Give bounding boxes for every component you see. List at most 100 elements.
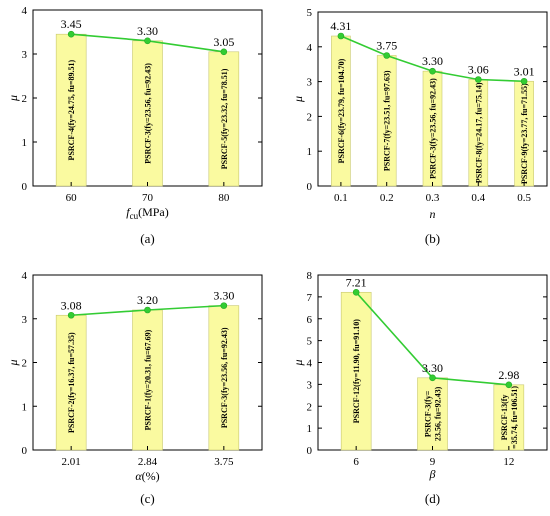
value-label: 3.30	[422, 54, 443, 68]
y-tick-label: 5	[307, 7, 313, 19]
bar-label: PSRCF-5(fy=23.32, fu=78.51)	[220, 68, 229, 169]
value-label: 3.05	[213, 35, 234, 49]
y-tick-label: 3	[22, 314, 28, 326]
y-tick-label: 5	[307, 336, 313, 348]
bar-label: PSRCF-12(fy=11.90, fu=91.10)	[352, 319, 361, 424]
bar-label: PSRCF-9(fy=23.77, fu=71.55)	[520, 83, 529, 184]
panel-label: (b)	[425, 231, 440, 246]
bar-label-line: PSRCF-12(fy=11.90, fu=91.10)	[352, 319, 361, 424]
data-point	[220, 302, 228, 309]
x-axis-label: β	[429, 467, 436, 481]
y-tick-label: 1	[22, 137, 28, 149]
y-tick-label: 3	[307, 379, 313, 391]
y-axis-label: μ	[6, 359, 20, 366]
bar-label: PSRCF-2(fy=16.37, fu=57.35)	[67, 332, 76, 433]
y-axis-label: μ	[291, 359, 305, 366]
y-tick-label: 2	[22, 358, 28, 370]
bar-label: PSRCF-3(fy=23.56, fu=92.43)	[424, 386, 443, 441]
x-tick-label: 9	[430, 456, 436, 468]
y-tick-label: 8	[307, 270, 313, 282]
data-point	[337, 32, 345, 40]
y-tick-label: 1	[307, 146, 313, 158]
x-tick-label: 0.5	[517, 192, 531, 204]
y-tick-label: 4	[307, 42, 313, 54]
value-label: 3.30	[137, 24, 158, 38]
bar-label-line: =35.74, fu=106.51)	[510, 386, 519, 449]
bar	[132, 309, 163, 451]
bar-label: PSRCF-1(fy=20.31, fu=67.69)	[144, 329, 153, 430]
chart-panel-1: 0 1 2 3 4 μ 60 PSRCF-4(fy=24.75, fu=89.51) 70 PSR…	[6, 5, 263, 246]
data-point	[67, 311, 75, 319]
x-axis-label-unit: (MPa)	[138, 205, 169, 219]
bar-label-line: PSRCF-13(fy	[500, 395, 509, 441]
data-point	[505, 381, 513, 389]
bar	[132, 40, 163, 187]
chart-panel-3: 0 1 2 3 4 μ 2.01 PSRCF-2(fy=16.37, fu=57.35) 2.8…	[6, 270, 263, 506]
bar	[493, 384, 525, 451]
bar-label-line: 23.56, fu=92.43)	[434, 386, 443, 441]
x-tick-label: 12	[503, 456, 514, 468]
x-axis-label-unit: (%)	[142, 469, 160, 483]
x-tick-label: 0.1	[334, 192, 348, 204]
y-tick-label: 7	[307, 292, 313, 304]
bar	[417, 377, 448, 451]
y-axis-label: μ	[6, 95, 20, 102]
chart-panel-2: 0 1 2 3 4 5 μ 0.1 PSRCF-6(fy=23.79, fu=104.70) 0.…	[291, 7, 548, 246]
bar-label: PSRCF-6(fy=23.79, fu=104.70)	[337, 58, 346, 163]
bar-label: PSRCF-3(fy=23.56, fu=92.43)	[220, 327, 229, 428]
x-axis-label-main: f	[126, 205, 131, 219]
bar	[55, 33, 87, 187]
value-label: 3.45	[61, 17, 82, 31]
bar-label: PSRCF-8(fy=24.17, fu=75.14)	[474, 82, 483, 183]
x-tick-label: 0.3	[426, 192, 440, 204]
data-point	[67, 30, 75, 38]
data-point	[144, 306, 151, 314]
y-tick-label: 0	[307, 445, 313, 457]
data-point	[429, 67, 436, 75]
y-tick-label: 4	[22, 270, 28, 282]
bar-label: PSRCF-3(fy=23.56, fu=92.43)	[144, 63, 153, 164]
data-point	[429, 374, 436, 382]
x-tick-label: 0.2	[380, 192, 394, 204]
bar	[55, 314, 87, 451]
x-axis-label: n	[430, 207, 436, 221]
data-point	[352, 288, 360, 296]
value-label: 4.31	[330, 19, 351, 33]
y-tick-label: 0	[22, 445, 28, 457]
y-axis-label: μ	[291, 96, 305, 103]
x-axis-label: fcu(MPa)	[126, 205, 169, 221]
data-point	[520, 77, 528, 85]
bar-label: PSRCF-13(fy=35.74, fu=106.51)	[500, 386, 519, 449]
panel-label: (d)	[425, 491, 440, 506]
y-tick-label: 2	[307, 111, 313, 123]
value-label: 7.21	[346, 275, 367, 289]
value-label: 2.98	[498, 368, 519, 382]
x-tick-label: 3.75	[214, 456, 234, 468]
x-tick-label: 2.84	[138, 456, 158, 468]
bar	[340, 291, 372, 451]
value-label: 3.30	[422, 361, 443, 375]
data-point	[144, 37, 151, 45]
y-tick-label: 4	[22, 5, 28, 17]
y-tick-label: 2	[307, 401, 313, 413]
value-label: 3.08	[61, 298, 82, 312]
y-tick-label: 3	[22, 49, 28, 61]
x-tick-label: 60	[66, 192, 78, 204]
x-axis-label-main: α	[135, 469, 142, 483]
bar-label-line: PSRCF-3(fy=	[424, 390, 433, 437]
y-tick-label: 1	[307, 423, 313, 435]
y-tick-label: 3	[307, 77, 313, 89]
x-tick-label: 70	[142, 192, 154, 204]
y-tick-label: 6	[307, 314, 313, 326]
bar-label: PSRCF-4(fy=24.75, fu=89.51)	[67, 59, 76, 160]
y-tick-label: 0	[22, 181, 28, 193]
y-tick-label: 1	[22, 401, 28, 413]
value-label: 3.06	[468, 63, 489, 77]
panel-label: (a)	[140, 231, 154, 246]
value-label: 3.75	[376, 39, 397, 53]
bar-label: PSRCF-3(fy=23.56, fu=92.43)	[429, 78, 438, 179]
x-axis-label: α(%)	[135, 469, 159, 483]
x-tick-label: 80	[218, 192, 230, 204]
